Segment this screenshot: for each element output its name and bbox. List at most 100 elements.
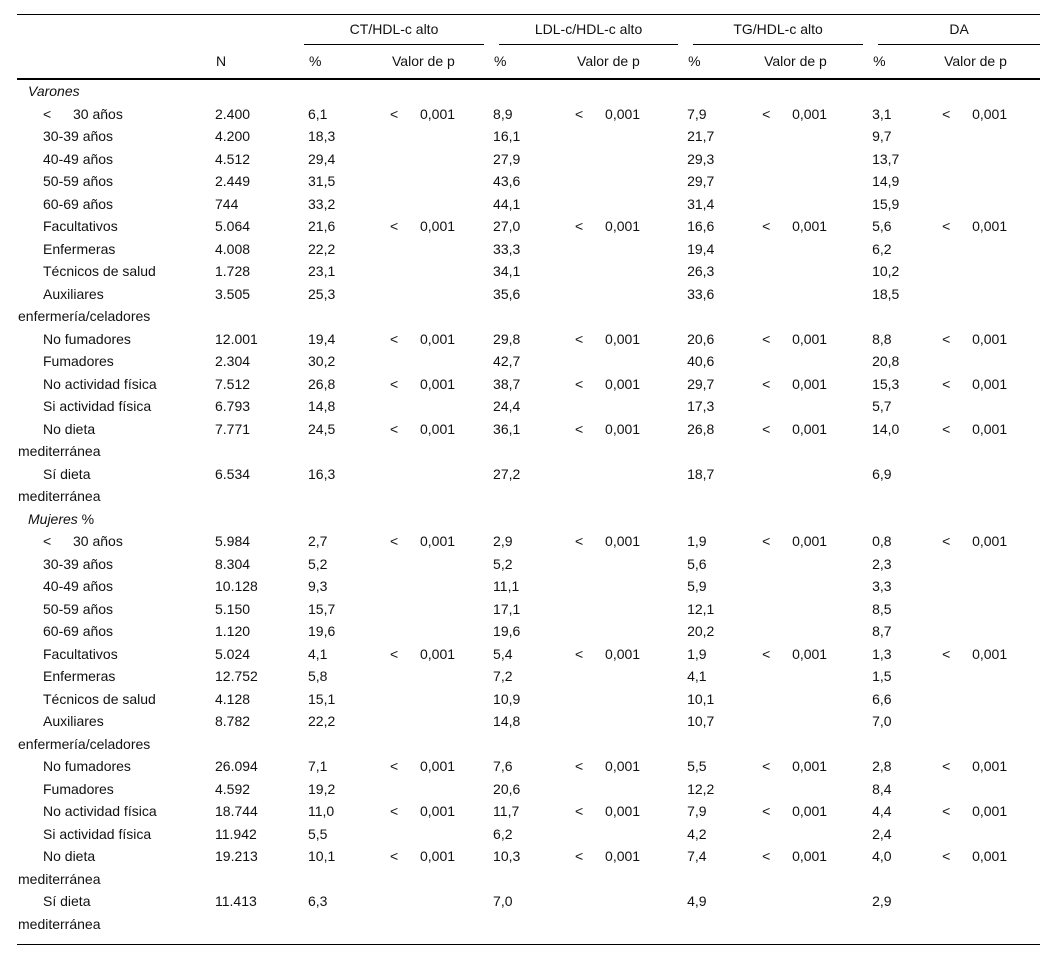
pct-value-da: 14,9 [872, 173, 900, 189]
row-label: No fumadores [17, 328, 215, 351]
pct-value-da: 8,8 [872, 330, 892, 347]
pct-value-tg: 7,9 [687, 803, 707, 819]
row-label-line2: enfermería/celadores [18, 735, 151, 752]
p-value-ct [420, 553, 493, 576]
p-sign-tg: < [762, 375, 771, 392]
pct-value-ldl: 5,2 [493, 555, 513, 572]
pct-value-ldl: 24,4 [493, 398, 521, 414]
p-value-tg [792, 710, 872, 755]
p-value-ldl [605, 395, 687, 418]
row-label: <30 años [17, 530, 215, 553]
p-value-tg [792, 170, 872, 193]
p-value-ldl [605, 575, 687, 598]
group-header-tg: TG/HDL-c alto [687, 15, 872, 45]
pct-value-ldl: 16,1 [493, 128, 521, 144]
p-value-da: 0,001 [972, 533, 1008, 549]
pct-value-ldl: 38,7 [493, 375, 521, 392]
p-value-ldl: 0,001 [605, 803, 641, 819]
pct-value-da: 13,7 [872, 150, 900, 167]
pct-value-da: 2,9 [872, 893, 892, 909]
p-sign-ct: < [390, 330, 399, 347]
p-value-tg [792, 890, 872, 945]
p-value-tg [792, 598, 872, 621]
p-sign-tg [762, 283, 792, 328]
p-sign-da [942, 620, 972, 643]
p-value-ct [420, 710, 493, 755]
p-sign-ldl [575, 238, 605, 261]
n-value: 4.512 [215, 150, 251, 167]
n-value: 7.771 [215, 420, 251, 437]
table-row: No dieta mediterránea 19.213 10,1 <0,001 10,3… [17, 845, 1040, 890]
pct-value-ldl: 8,9 [493, 105, 513, 122]
p-sign-ldl [575, 463, 605, 508]
table-row: 40-49 años 4.512 29,4 27,9 29,3 13,7 [17, 148, 1040, 171]
p-sign-ct [390, 778, 420, 801]
p-sign-da [942, 665, 972, 688]
p-value-ldl: 0,001 [605, 758, 641, 774]
p-sign-tg: < [762, 758, 771, 774]
p-sign-ct [390, 463, 420, 508]
p-sign-da: < [942, 758, 951, 774]
row-label: Enfermeras [17, 665, 215, 688]
p-value-ldl [605, 350, 687, 373]
p-value-ldl [605, 125, 687, 148]
p-value-da [972, 395, 1040, 418]
table-row: Si actividad física 6.793 14,8 24,4 17,3 5,7 [17, 395, 1040, 418]
p-value-da [972, 463, 1040, 508]
p-value-ct [420, 620, 493, 643]
n-value: 11.942 [215, 825, 257, 842]
p-sign-da: < [942, 420, 951, 437]
pct-value-ct: 22,2 [308, 240, 336, 257]
section-title-suffix: % [77, 510, 95, 527]
row-label: Técnicos de salud [17, 260, 215, 283]
table-row: Enfermeras 4.008 22,2 33,3 19,4 6,2 [17, 238, 1040, 261]
n-value: 4.200 [215, 128, 251, 144]
p-sign-tg [762, 350, 792, 373]
p-sign-tg [762, 125, 792, 148]
pct-value-da: 3,1 [872, 105, 892, 122]
row-label-line1: Facultativos [43, 218, 118, 234]
table-row: No fumadores 26.094 7,1 <0,001 7,6 <0,001 5,5 <… [17, 755, 1040, 778]
pct-value-ldl: 11,1 [493, 578, 520, 594]
p-value-da [972, 688, 1040, 711]
p-sign-ldl [575, 598, 605, 621]
p-value-ct [420, 463, 493, 508]
p-value-ldl: 0,001 [605, 848, 641, 864]
row-label: No actividad física [17, 373, 215, 396]
p-sign-ldl [575, 283, 605, 328]
p-value-ct [420, 170, 493, 193]
p-value-tg [792, 575, 872, 598]
p-value-ct [420, 283, 493, 328]
p-value-ldl [605, 170, 687, 193]
n-value: 6.534 [215, 465, 251, 482]
row-label-line1: 50-59 años [43, 600, 114, 617]
n-value: 1.728 [215, 263, 251, 279]
p-value-da: 0,001 [972, 105, 1008, 122]
p-value-ct: 0,001 [420, 848, 456, 864]
row-label: 60-69 años [17, 193, 215, 216]
p-value-tg [792, 665, 872, 688]
pct-value-ct: 5,2 [308, 555, 328, 572]
p-sign-ct: < [390, 803, 399, 819]
p-value-da [972, 710, 1040, 755]
group-header-ldl: LDL-c/HDL-c alto [493, 15, 687, 45]
pct-value-ldl: 7,0 [493, 893, 513, 909]
table-row: Sí dieta mediterránea 6.534 16,3 27,2 18,7 6,9 [17, 463, 1040, 508]
pct-value-ldl: 14,8 [493, 713, 521, 729]
p-value-tg: 0,001 [792, 758, 828, 774]
p-sign-tg [762, 620, 792, 643]
p-sign-tg [762, 665, 792, 688]
row-label-line1: <30 años [17, 103, 215, 126]
p-value-tg: 0,001 [792, 848, 828, 864]
p-sign-ldl [575, 260, 605, 283]
p-value-tg [792, 148, 872, 171]
pct-value-ldl: 2,9 [493, 533, 513, 549]
p-sign-ldl [575, 125, 605, 148]
p-sign-tg: < [762, 848, 771, 864]
p-sign-da [942, 778, 972, 801]
group-label-tg: TG/HDL-c alto [693, 18, 864, 45]
p-value-tg [792, 260, 872, 283]
p-sign-ct [390, 665, 420, 688]
p-value-tg [792, 823, 872, 846]
section-row: Mujeres % [17, 508, 1040, 531]
